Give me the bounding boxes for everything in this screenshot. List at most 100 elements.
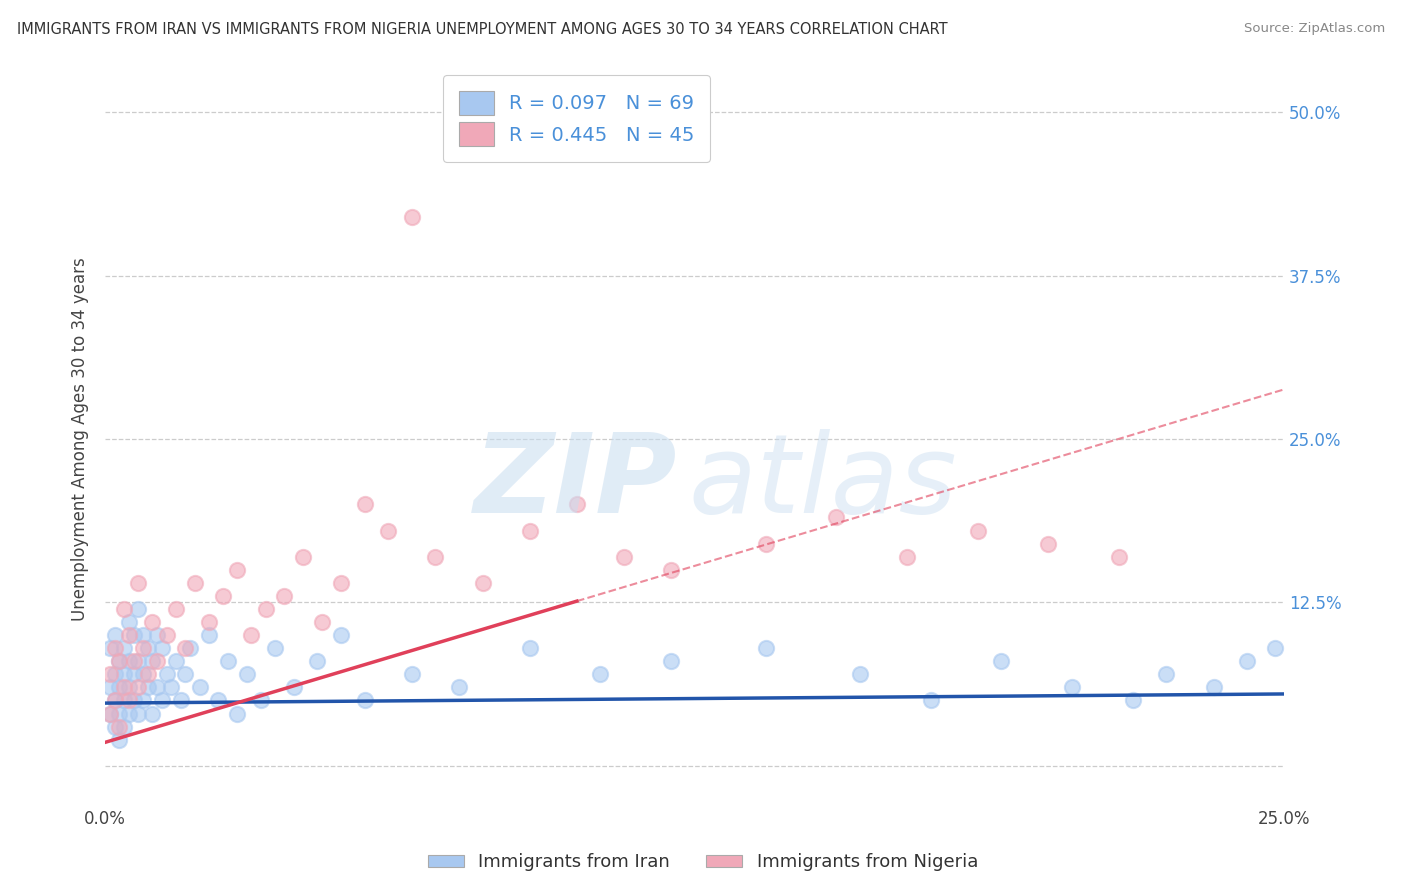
Point <box>254 602 277 616</box>
Point <box>330 628 353 642</box>
Point <box>174 641 197 656</box>
Point <box>920 693 942 707</box>
Point <box>250 693 273 707</box>
Point <box>659 563 682 577</box>
Point <box>127 706 149 721</box>
Point <box>127 575 149 590</box>
Point <box>471 575 494 590</box>
Point <box>104 641 127 656</box>
Text: ZIP: ZIP <box>474 429 678 536</box>
Point <box>377 524 399 538</box>
Point <box>122 667 145 681</box>
Point <box>207 693 229 707</box>
Point <box>754 536 776 550</box>
Point <box>217 654 239 668</box>
Point <box>966 524 988 538</box>
Point <box>104 720 127 734</box>
Point <box>98 641 121 656</box>
Text: IMMIGRANTS FROM IRAN VS IMMIGRANTS FROM NIGERIA UNEMPLOYMENT AMONG AGES 30 TO 34: IMMIGRANTS FROM IRAN VS IMMIGRANTS FROM … <box>17 22 948 37</box>
Point <box>240 628 263 642</box>
Point <box>353 693 375 707</box>
Point <box>165 602 187 616</box>
Point <box>122 628 145 642</box>
Point <box>118 615 141 629</box>
Legend: Immigrants from Iran, Immigrants from Nigeria: Immigrants from Iran, Immigrants from Ni… <box>420 847 986 879</box>
Point <box>519 641 541 656</box>
Point <box>146 654 169 668</box>
Point <box>136 681 159 695</box>
Point <box>235 667 257 681</box>
Point <box>283 681 305 695</box>
Point <box>141 706 163 721</box>
Point <box>896 549 918 564</box>
Text: Source: ZipAtlas.com: Source: ZipAtlas.com <box>1244 22 1385 36</box>
Point <box>353 497 375 511</box>
Point <box>132 641 155 656</box>
Point <box>118 706 141 721</box>
Point <box>1264 641 1286 656</box>
Point <box>112 641 135 656</box>
Point <box>118 681 141 695</box>
Point <box>136 641 159 656</box>
Y-axis label: Unemployment Among Ages 30 to 34 years: Unemployment Among Ages 30 to 34 years <box>72 257 89 621</box>
Point <box>127 654 149 668</box>
Point <box>170 693 193 707</box>
Point <box>127 681 149 695</box>
Point <box>160 681 183 695</box>
Point <box>330 575 353 590</box>
Point <box>401 667 423 681</box>
Point <box>112 667 135 681</box>
Point <box>174 667 197 681</box>
Point <box>146 628 169 642</box>
Point <box>141 654 163 668</box>
Point <box>112 602 135 616</box>
Point <box>447 681 470 695</box>
Point <box>118 693 141 707</box>
Point <box>155 628 177 642</box>
Point <box>112 681 135 695</box>
Point <box>132 667 155 681</box>
Point <box>179 641 201 656</box>
Point <box>98 706 121 721</box>
Point <box>198 628 221 642</box>
Point <box>150 693 173 707</box>
Point <box>184 575 207 590</box>
Point <box>1236 654 1258 668</box>
Point <box>212 589 235 603</box>
Point <box>990 654 1012 668</box>
Point <box>104 693 127 707</box>
Point <box>825 510 848 524</box>
Point <box>519 524 541 538</box>
Point <box>188 681 211 695</box>
Point <box>1156 667 1178 681</box>
Point <box>146 681 169 695</box>
Point <box>98 706 121 721</box>
Point <box>226 706 249 721</box>
Point <box>104 667 127 681</box>
Point <box>849 667 872 681</box>
Point <box>104 628 127 642</box>
Point <box>112 693 135 707</box>
Point <box>127 602 149 616</box>
Point <box>1060 681 1083 695</box>
Point <box>141 615 163 629</box>
Point <box>292 549 315 564</box>
Point <box>273 589 295 603</box>
Point <box>118 628 141 642</box>
Point <box>589 667 612 681</box>
Point <box>401 210 423 224</box>
Legend: R = 0.097   N = 69, R = 0.445   N = 45: R = 0.097 N = 69, R = 0.445 N = 45 <box>443 76 710 161</box>
Point <box>108 681 131 695</box>
Point <box>98 667 121 681</box>
Point <box>307 654 329 668</box>
Point <box>198 615 221 629</box>
Point <box>98 681 121 695</box>
Point <box>108 706 131 721</box>
Point <box>1202 681 1225 695</box>
Point <box>104 693 127 707</box>
Point <box>108 720 131 734</box>
Point <box>425 549 447 564</box>
Point <box>165 654 187 668</box>
Point <box>1122 693 1144 707</box>
Point <box>565 497 588 511</box>
